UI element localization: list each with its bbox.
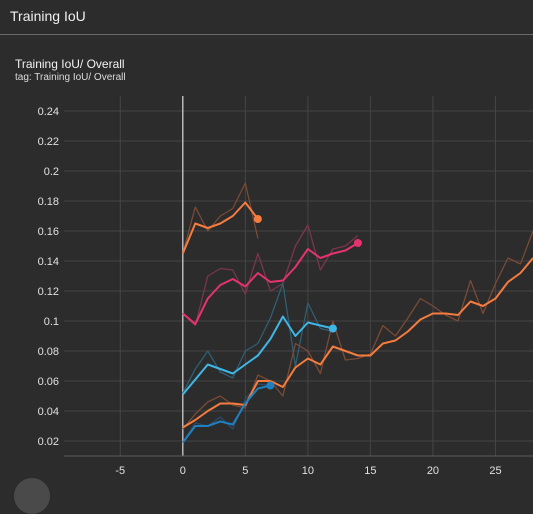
x-tick-label: 25: [489, 465, 501, 477]
y-tick-label: 0.04: [38, 406, 59, 418]
card-title: Training IoU/ Overall: [15, 57, 125, 71]
y-tick-label: 0.1: [44, 316, 59, 328]
x-tick-label: 0: [180, 465, 186, 477]
y-tick-label: 0.2: [44, 166, 59, 178]
series-raw-line: [182, 182, 259, 254]
series-raw-line: [182, 230, 533, 430]
x-tick-label: 5: [242, 465, 248, 477]
y-tick-label: 0.12: [38, 286, 59, 298]
series-raw-line: [182, 282, 334, 394]
x-tick-label: 20: [427, 465, 439, 477]
x-tick-label: 10: [302, 465, 314, 477]
y-tick-label: 0.24: [38, 106, 59, 118]
series-raw-line: [182, 224, 359, 327]
series-line: [182, 384, 271, 444]
line-chart[interactable]: 0.02 0.04 0.06 0.08 0.1 0.12 0.14 0.16 0.18 0.2 0.…: [0, 0, 533, 484]
series-end-point: [266, 381, 275, 390]
x-tick-label: 15: [364, 465, 376, 477]
series-line: [182, 242, 359, 325]
y-tick-label: 0.06: [38, 376, 59, 388]
series-end-point: [328, 324, 337, 333]
page-title: Training IoU: [10, 8, 86, 24]
series-end-point: [253, 215, 262, 223]
y-tick-label: 0.14: [38, 256, 59, 268]
series-line: [182, 257, 533, 429]
header-bar: Training IoU: [0, 0, 533, 35]
series-end-point: [353, 239, 362, 247]
y-tick-label: 0.22: [38, 136, 59, 148]
expand-button[interactable]: [14, 478, 50, 514]
series-line: [181, 201, 259, 254]
series-line: [182, 315, 334, 396]
y-tick-label: 0.02: [38, 436, 59, 448]
y-tick-label: 0.16: [38, 226, 59, 238]
y-tick-label: 0.18: [38, 196, 59, 208]
x-tick-label: -5: [115, 465, 125, 477]
card-tag: tag: Training IoU/ Overall: [15, 72, 126, 83]
y-tick-label: 0.08: [38, 346, 59, 358]
